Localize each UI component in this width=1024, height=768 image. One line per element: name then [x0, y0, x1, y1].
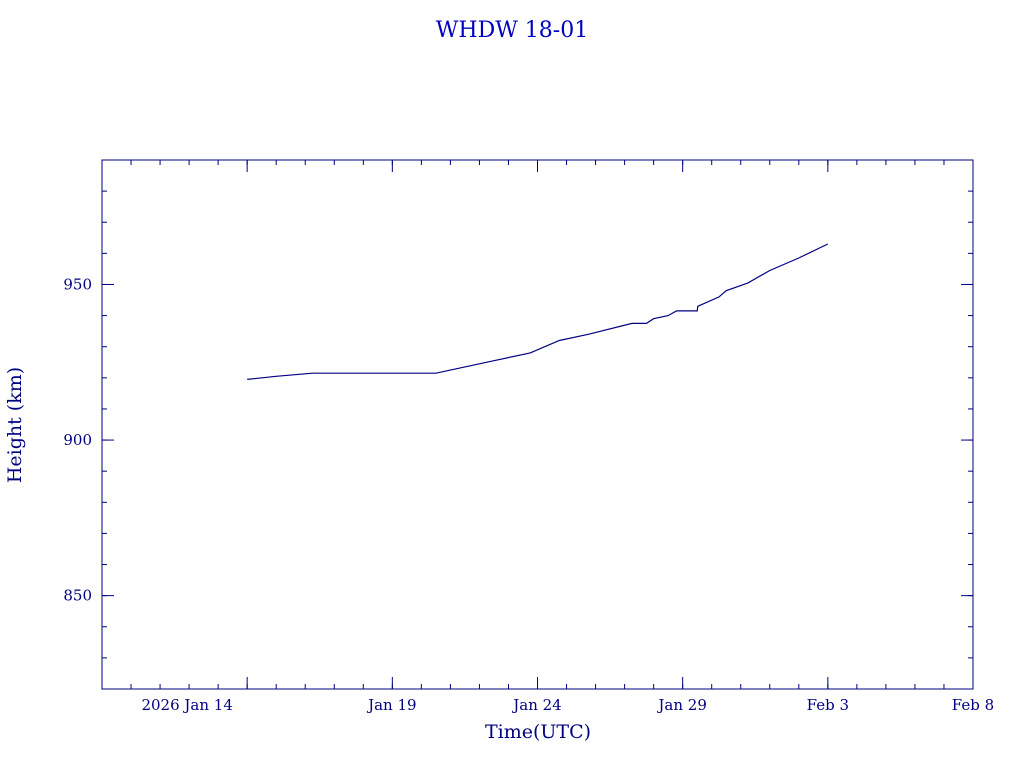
x-tick-label: Feb 3 — [807, 696, 849, 714]
height-series-line — [247, 243, 829, 380]
x-tick-label: Jan 29 — [656, 696, 706, 714]
x-tick-label: 2026 Jan 14 — [141, 696, 232, 714]
y-tick-label: 850 — [63, 587, 92, 605]
axis-tick-labels: 2026 Jan 14 Jan 19 Jan 24 Jan 29 Feb 3 Feb 8 8… — [63, 275, 994, 714]
y-tick-label: 950 — [63, 275, 92, 293]
x-axis-label: Time(UTC) — [485, 721, 591, 743]
chart-title: WHDW 18-01 — [436, 18, 588, 43]
x-tick-label: Jan 19 — [366, 696, 416, 714]
y-axis-label: Height (km) — [4, 367, 26, 483]
data-series — [247, 243, 829, 380]
y-tick-label: 900 — [63, 431, 92, 449]
plot-frame — [101, 159, 974, 690]
x-tick-label: Feb 8 — [952, 696, 994, 714]
x-tick-label: Jan 24 — [511, 696, 561, 714]
axis-ticks — [101, 159, 974, 690]
